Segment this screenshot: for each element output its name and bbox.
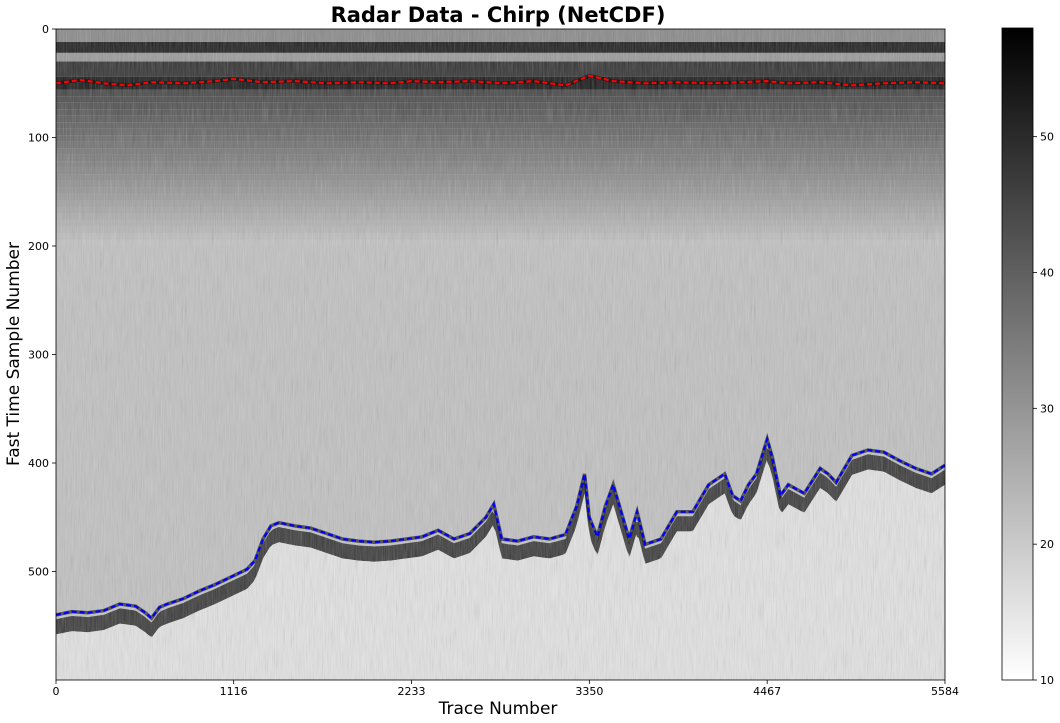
- radar-image: [56, 29, 945, 680]
- y-tick-label: 500: [28, 566, 49, 579]
- y-tick-label: 0: [42, 23, 49, 36]
- colorbar-tick-label: 20: [1040, 538, 1054, 551]
- surface-pick-shadow: [56, 73, 945, 88]
- y-tick-label: 300: [28, 349, 49, 362]
- x-tick-label: 2233: [398, 685, 426, 698]
- colorbar-tick-label: 50: [1040, 131, 1054, 144]
- chart-title: Radar Data - Chirp (NetCDF): [331, 3, 666, 27]
- x-tick-label: 5584: [931, 685, 959, 698]
- radar-texture: [56, 29, 945, 680]
- y-axis-label: Fast Time Sample Number: [4, 242, 24, 466]
- y-tick-label: 400: [28, 457, 49, 470]
- colorbar-tick-label: 30: [1040, 402, 1054, 415]
- x-tick-label: 4467: [753, 685, 781, 698]
- colorbar-tick-label: 10: [1040, 674, 1054, 687]
- colorbar-tick-label: 40: [1040, 267, 1054, 280]
- colorbar-gradient: [1001, 27, 1034, 681]
- x-tick-label: 3350: [575, 685, 603, 698]
- y-axis: 0 100 200 300 400 500: [28, 23, 56, 579]
- bed-pick-line: [56, 435, 945, 620]
- x-tick-label: 0: [53, 685, 60, 698]
- y-tick-label: 200: [28, 240, 49, 253]
- colorbar-ticks: 10 20 30 40 50: [1033, 131, 1054, 687]
- colorbar: 10 20 30 40 50: [1001, 27, 1054, 687]
- x-tick-label: 1116: [220, 685, 248, 698]
- x-axis-label: Trace Number: [438, 699, 558, 719]
- pick-lines: [56, 73, 945, 621]
- x-axis: 0 1116 2233 3350 4467 5584: [53, 680, 959, 698]
- y-tick-label: 100: [28, 132, 49, 145]
